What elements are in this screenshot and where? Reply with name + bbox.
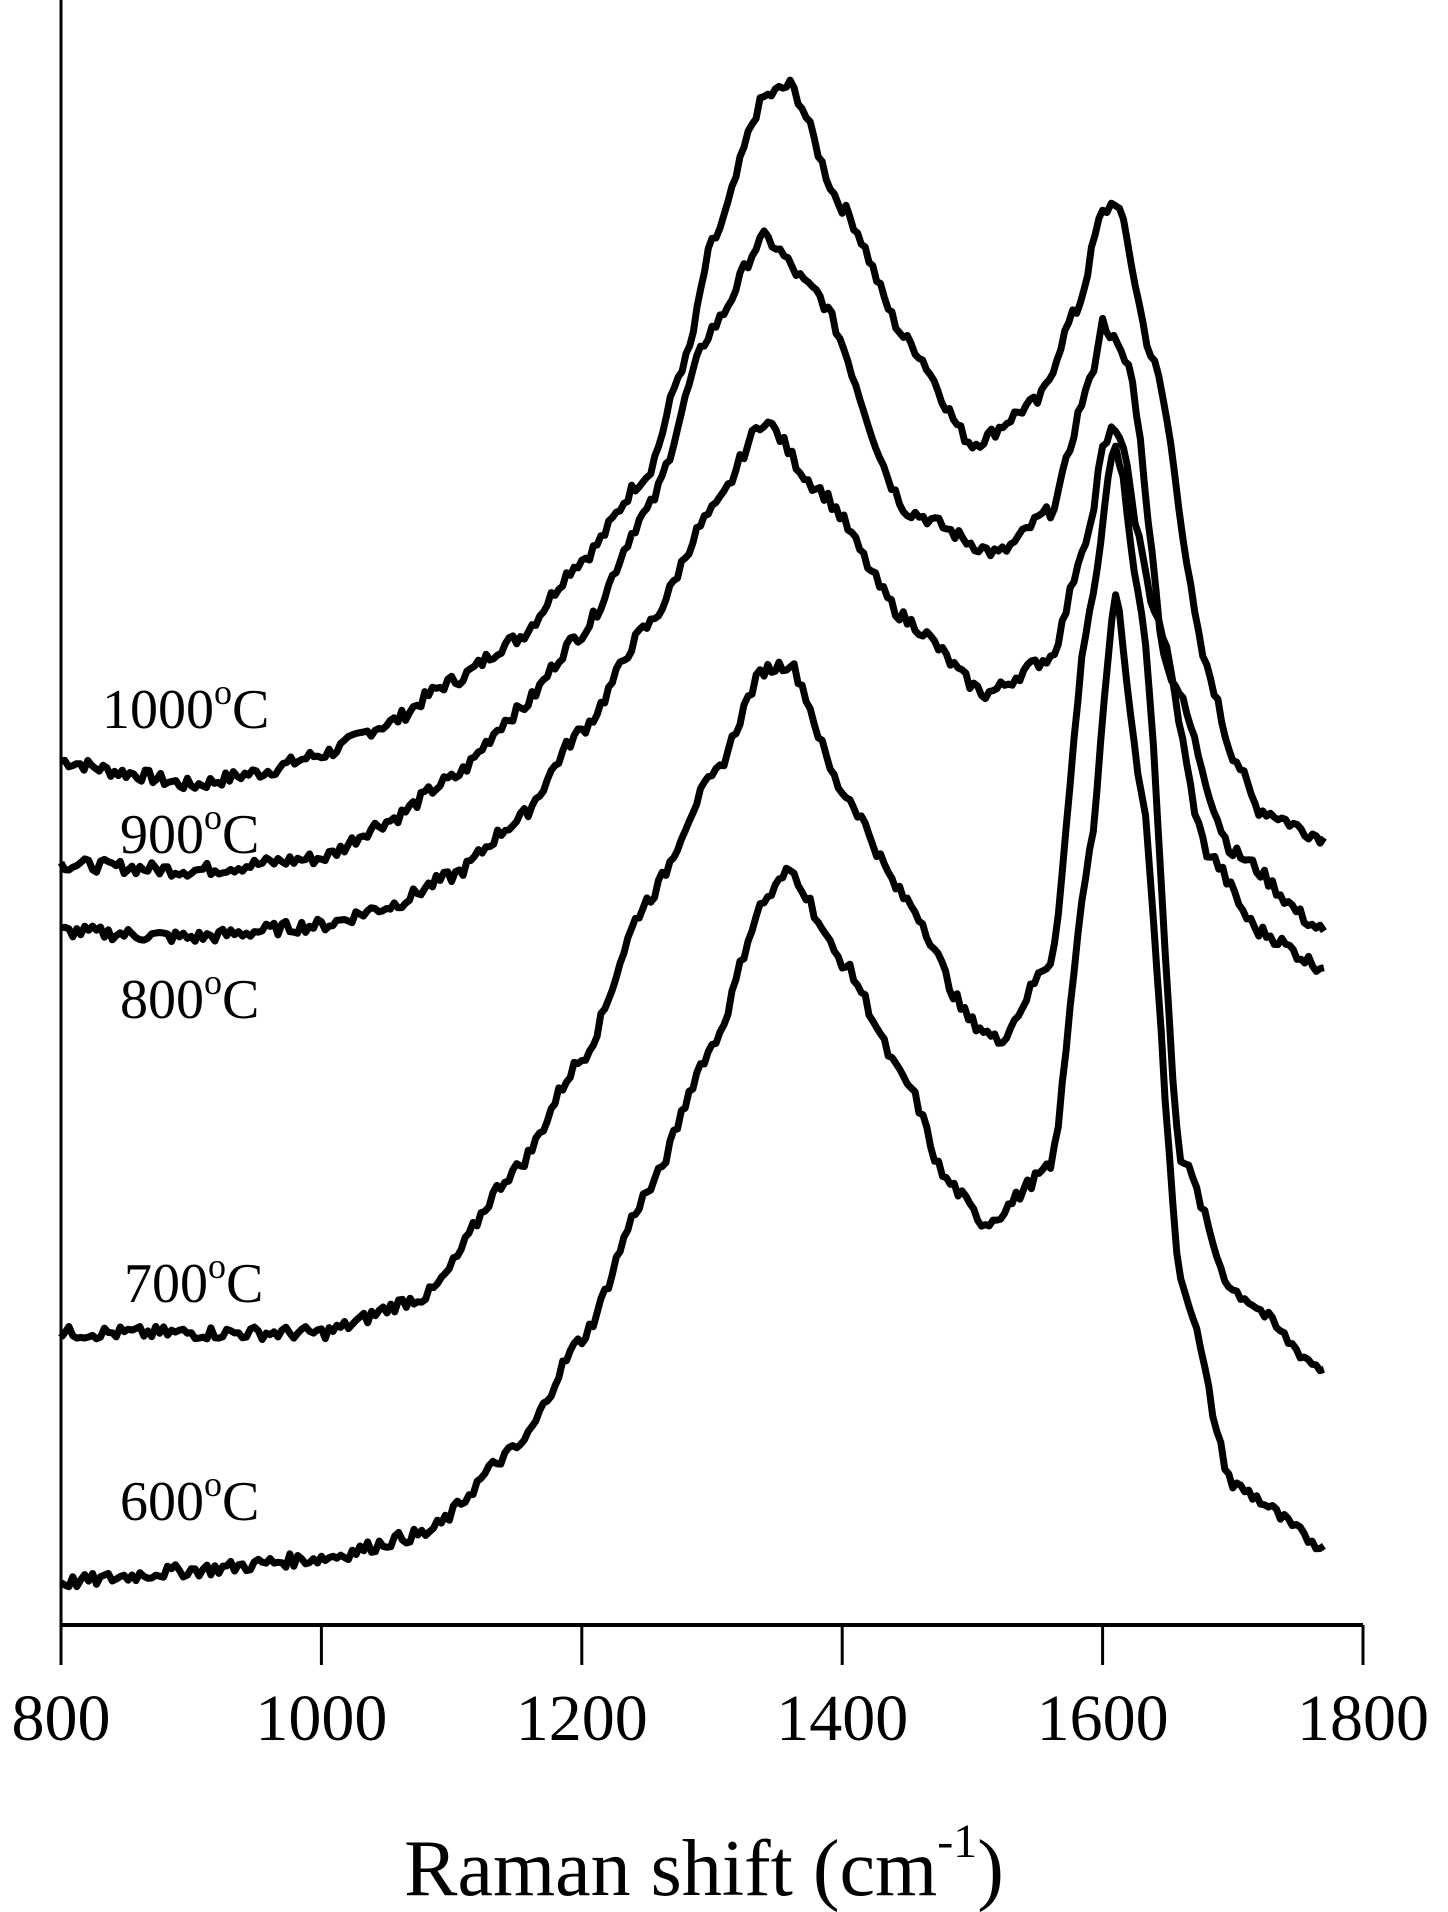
x-axis-label: Raman shift (cm-1) (404, 1815, 1004, 1912)
x-tick-label: 1000 (255, 1682, 387, 1755)
series-label-800: 800oC (120, 962, 259, 1031)
x-tick-label: 1200 (516, 1682, 648, 1755)
series-line-700 (58, 442, 1325, 1375)
series-label-700: 700oC (124, 1246, 263, 1315)
series-label-900: 900oC (120, 797, 259, 866)
series-labels: 1000oC 900oC 800oC 700oC 600oC (102, 672, 269, 1533)
series-label-600: 600oC (120, 1464, 259, 1533)
series-line-1000 (60, 76, 1327, 847)
x-tick-label: 800 (12, 1682, 111, 1755)
x-tick-label: 1600 (1037, 1682, 1169, 1755)
series-label-1000: 1000oC (102, 672, 269, 741)
x-tick-label: 1400 (776, 1682, 908, 1755)
series-line-600 (59, 591, 1326, 1591)
x-ticks: 800 1000 1200 1400 1600 1800 (12, 1625, 1429, 1755)
series-lines (57, 76, 1327, 1591)
x-tick-label: 1800 (1297, 1682, 1429, 1755)
series-line-900 (57, 227, 1327, 934)
series-line-800 (60, 418, 1325, 975)
